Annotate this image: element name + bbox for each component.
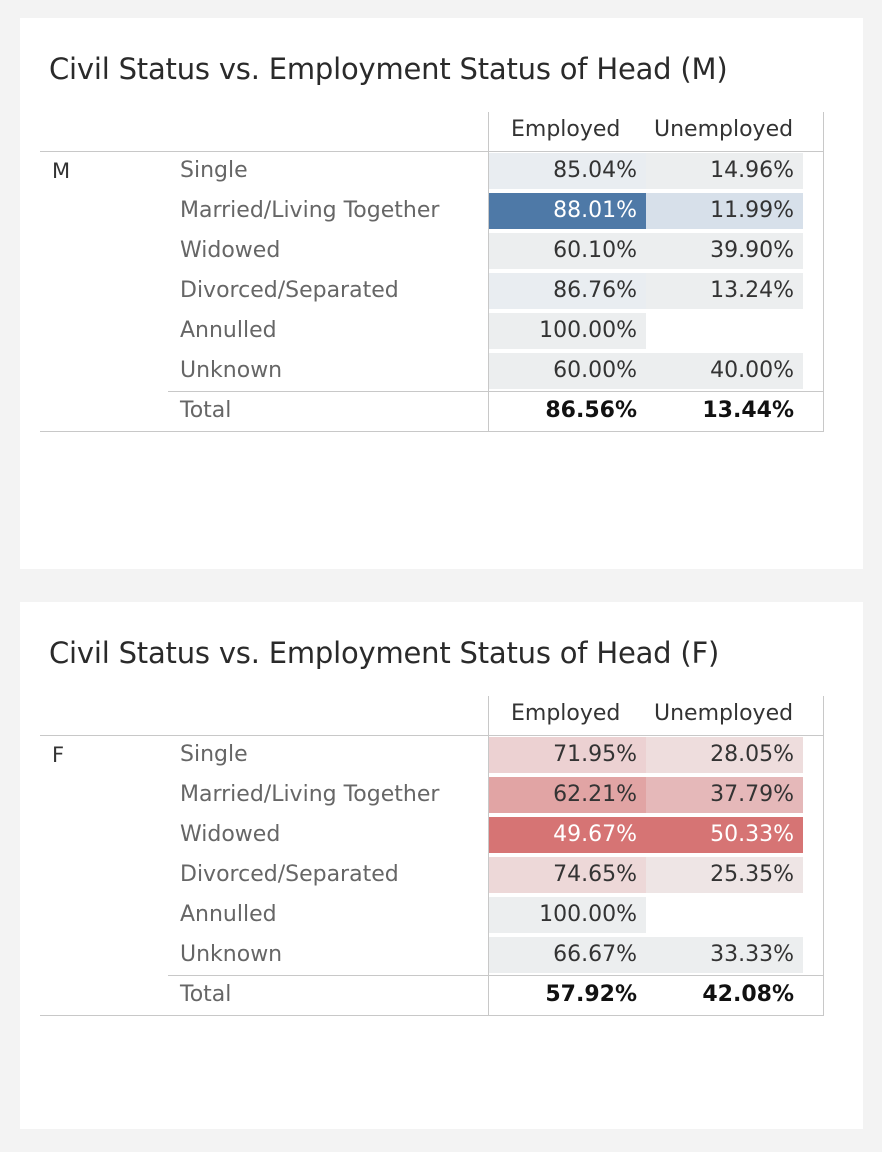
divider (823, 696, 824, 1015)
cell-employed: 86.76% (489, 273, 646, 309)
row-label: Unknown (180, 942, 283, 967)
row-label: Married/Living Together (180, 782, 440, 807)
column-header-employed: Employed (511, 701, 621, 726)
cell-unemployed (646, 313, 803, 349)
row-label: Divorced/Separated (180, 862, 399, 887)
total-cell-employed: 86.56% (545, 398, 637, 423)
cell-unemployed: 33.33% (646, 937, 803, 973)
cell-unemployed: 11.99% (646, 193, 803, 229)
chart-title: Civil Status vs. Employment Status of He… (49, 52, 728, 86)
cell-unemployed: 14.96% (646, 153, 803, 189)
row-label: Divorced/Separated (180, 278, 399, 303)
cell-employed: 100.00% (489, 313, 646, 349)
cell-unemployed: 37.79% (646, 777, 803, 813)
cell-unemployed: 25.35% (646, 857, 803, 893)
cell-unemployed: 13.24% (646, 273, 803, 309)
cell-employed: 66.67% (489, 937, 646, 973)
cell-unemployed: 50.33% (646, 817, 803, 853)
cell-employed: 85.04% (489, 153, 646, 189)
row-label: Widowed (180, 238, 281, 263)
cell-employed: 62.21% (489, 777, 646, 813)
crosstab: Employed Unemployed F Single 71.95% 28.05%… (40, 695, 824, 1017)
cell-employed: 88.01% (489, 193, 646, 229)
divider (40, 431, 824, 432)
total-cell-unemployed: 42.08% (702, 982, 794, 1007)
row-label: Unknown (180, 358, 283, 383)
divider (168, 391, 824, 392)
cell-employed: 49.67% (489, 817, 646, 853)
cell-employed: 60.10% (489, 233, 646, 269)
total-row-label: Total (180, 982, 232, 1007)
row-label: Annulled (180, 318, 277, 343)
total-row-label: Total (180, 398, 232, 423)
row-group-label: M (52, 159, 71, 183)
row-label: Annulled (180, 902, 277, 927)
row-label: Single (180, 742, 248, 767)
total-cell-employed: 57.92% (545, 982, 637, 1007)
row-label: Single (180, 158, 248, 183)
divider (488, 696, 489, 1015)
panel-female: Civil Status vs. Employment Status of He… (20, 602, 863, 1129)
row-label: Married/Living Together (180, 198, 440, 223)
cell-employed: 74.65% (489, 857, 646, 893)
cell-employed: 100.00% (489, 897, 646, 933)
column-header-employed: Employed (511, 117, 621, 142)
divider (488, 112, 489, 431)
crosstab: Employed Unemployed M Single 85.04% 14.96%… (40, 111, 824, 433)
total-cell-unemployed: 13.44% (702, 398, 794, 423)
row-label: Widowed (180, 822, 281, 847)
row-group-label: F (52, 743, 65, 767)
cell-unemployed (646, 897, 803, 933)
panel-male: Civil Status vs. Employment Status of He… (20, 18, 863, 569)
cell-employed: 60.00% (489, 353, 646, 389)
cell-unemployed: 28.05% (646, 737, 803, 773)
cell-unemployed: 40.00% (646, 353, 803, 389)
divider (168, 975, 824, 976)
column-header-unemployed: Unemployed (654, 701, 794, 726)
cell-unemployed: 39.90% (646, 233, 803, 269)
cell-employed: 71.95% (489, 737, 646, 773)
divider (40, 735, 824, 736)
divider (823, 112, 824, 431)
divider (40, 151, 824, 152)
divider (40, 1015, 824, 1016)
column-header-unemployed: Unemployed (654, 117, 794, 142)
chart-title: Civil Status vs. Employment Status of He… (49, 636, 720, 670)
